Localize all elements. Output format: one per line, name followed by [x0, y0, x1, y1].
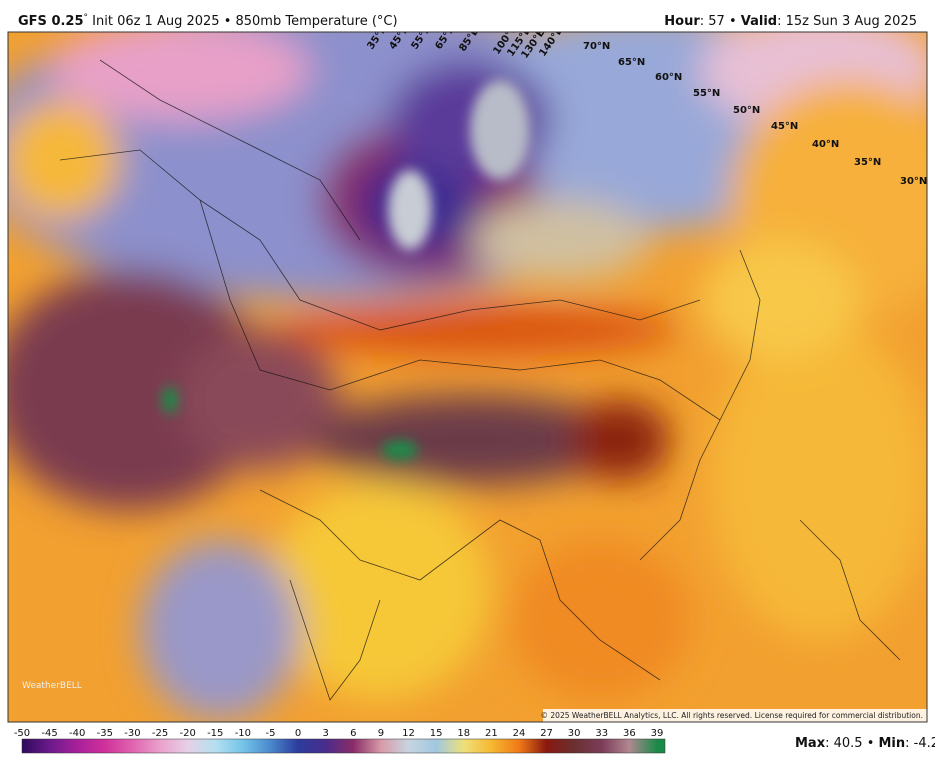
latitude-label: 55°N [693, 88, 720, 99]
colorbar-scale [21, 738, 666, 754]
colorbar: -50 -45 -40 -35 -30 -25 -20 -15 -10 -5 0 3 6 9 12 15 18 2… [14, 728, 666, 754]
copyright: © 2025 WeatherBELL Analytics, LLC. All r… [541, 711, 923, 720]
latitude-label: 30°N [900, 176, 927, 187]
logo: WeatherBELL [22, 681, 82, 691]
colorbar-tick-label: -5 [265, 728, 275, 739]
colorbar-tick-label: -35 [97, 728, 113, 739]
colorbar-tick-label: 0 [295, 728, 301, 739]
colorbar-tick-label: 21 [485, 728, 498, 739]
colorbar-tick-label: -30 [124, 728, 140, 739]
colorbar-tick-label: 12 [402, 728, 415, 739]
latitude-label: 60°N [655, 72, 682, 83]
latitude-label: 70°N [583, 41, 610, 52]
colorbar-tick-label: 33 [595, 728, 608, 739]
header-right: Hour: 57 • Valid: 15z Sun 3 Aug 2025 [664, 14, 917, 29]
colorbar-tick-label: 27 [540, 728, 553, 739]
colorbar-tick-label: 24 [513, 728, 526, 739]
colorbar-tick-label: -40 [69, 728, 85, 739]
max-min: Max: 40.5 • Min: -4.2 [795, 736, 935, 751]
latitude-label: 45°N [771, 121, 798, 132]
colorbar-tick-label: 3 [323, 728, 329, 739]
header-left: GFS 0.25° Init 06z 1 Aug 2025 • 850mb Te… [18, 13, 398, 29]
colorbar-tick-label: -50 [14, 728, 30, 739]
colorbar-tick-label: -15 [207, 728, 223, 739]
colorbar-tick-label: 9 [378, 728, 384, 739]
colorbar-tick-label: 6 [350, 728, 356, 739]
map: 70°N65°N60°N55°N50°N45°N40°N35°N30°N 35°… [8, 32, 927, 722]
colorbar-tick-label: -45 [41, 728, 57, 739]
latitude-label: 35°N [854, 157, 881, 168]
latitude-label: 40°N [812, 139, 839, 150]
colorbar-tick-label: -20 [179, 728, 195, 739]
colorbar-tick-label: 15 [430, 728, 443, 739]
colorbar-tick-label: -25 [152, 728, 168, 739]
colorbar-tick-label: 39 [651, 728, 664, 739]
colorbar-tick-label: -10 [235, 728, 251, 739]
latitude-label: 65°N [618, 57, 645, 68]
colorbar-tick-label: 30 [568, 728, 581, 739]
colorbar-tick-label: 36 [623, 728, 636, 739]
colorbar-tick-label: 18 [457, 728, 470, 739]
latitude-label: 50°N [733, 105, 760, 116]
